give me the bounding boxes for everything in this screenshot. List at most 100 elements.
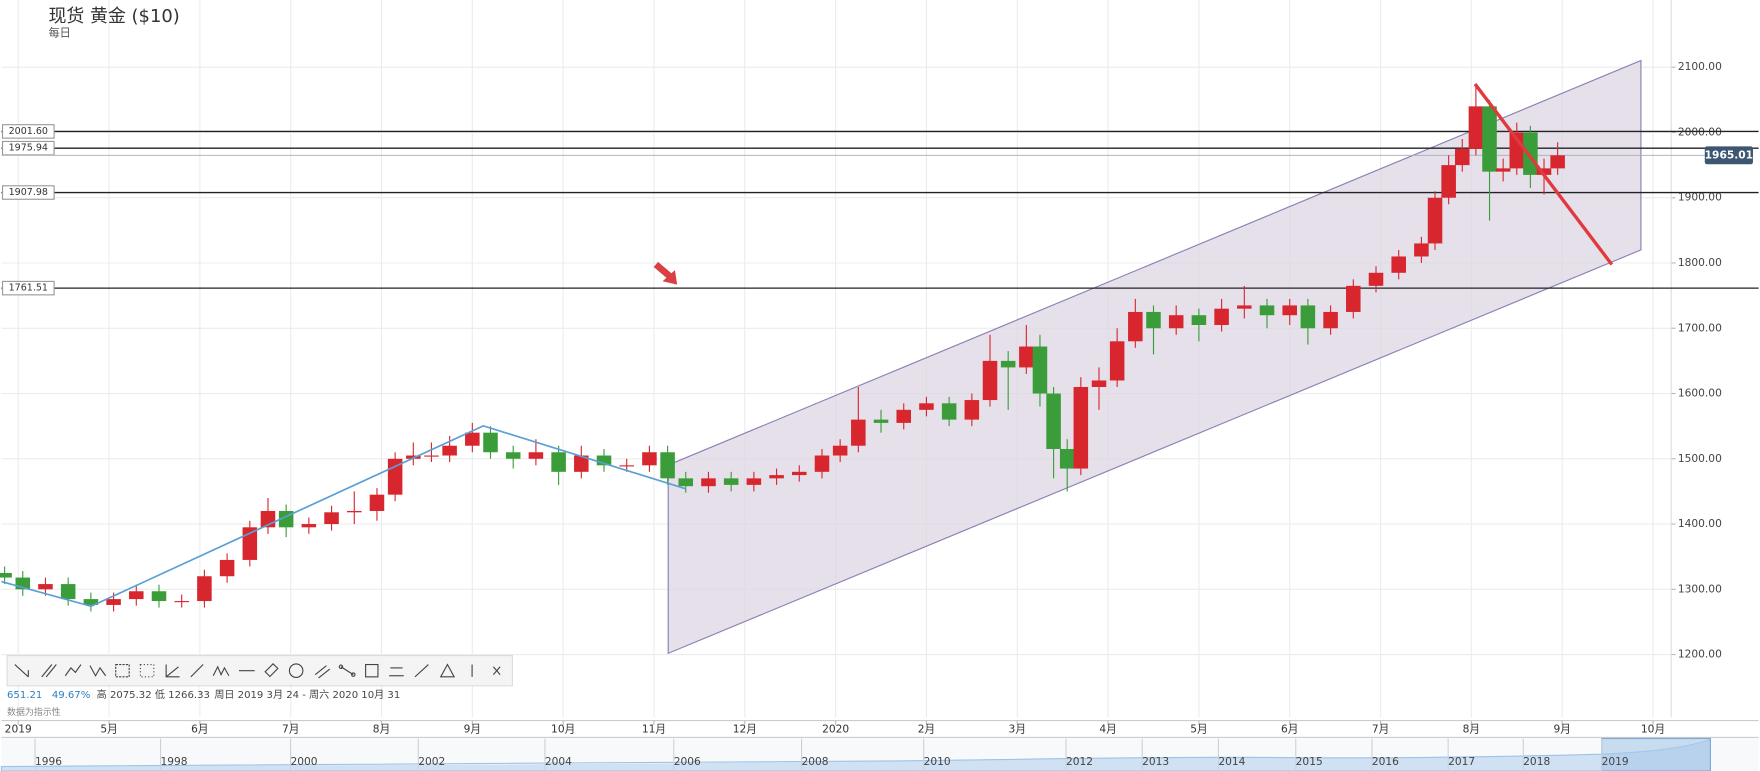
tool-wave[interactable] [89,665,107,677]
navigator: 1996 1998 2000 2002 2004 2006 2008 2010 2012 2013… [0,737,1759,771]
tool-segment[interactable] [338,664,356,677]
tool-arrow[interactable] [14,664,29,678]
navigator-window[interactable] [1601,737,1711,771]
level-label: 2001.60 [9,126,48,137]
x-tick-label: 2019 [5,723,32,736]
level-label-bg [1,185,55,200]
candle-body [1000,360,1016,368]
navigator-year: 2016 [1372,755,1399,768]
data-note: 数据为指示性 [7,706,61,718]
candle-body [505,452,521,459]
candle-body [1482,106,1497,172]
tool-fib-ext[interactable] [139,663,155,678]
interval: 每日 [48,26,70,40]
x-tick-label: 5月 [1190,723,1207,736]
candle-body [1368,272,1384,286]
x-tick-label: 9月 [1553,723,1570,736]
x-tick-label: 10月 [1641,723,1665,736]
candle-body [1282,305,1297,316]
candle-body [129,591,144,600]
tool-fan[interactable] [165,664,180,678]
navigator-year: 2012 [1066,755,1093,768]
candle-body [1146,311,1161,329]
candle-body [1346,285,1361,312]
candle-body [642,452,657,466]
candle-body [832,445,848,456]
y-tick-label: 1200.00 [1678,648,1722,661]
candle-body [851,419,866,446]
candle-body [1259,305,1275,316]
trendline [1473,83,1614,266]
date-range: 周日 2019 3月 24 - 周六 2020 10月 31 [214,689,400,701]
x-tick-label: 7月 [282,723,299,736]
arrow-marker [653,261,678,285]
candle-body [1441,165,1456,198]
candle-body [151,591,167,602]
candle-body [964,400,980,420]
levels: 2001.60 1975.94 1907.98 1761.51 1965.01 [1,124,1759,296]
tool-polyline[interactable] [64,664,82,677]
candle-body [792,471,807,476]
candles [0,83,1565,612]
y-tick-label: 1700.00 [1678,321,1722,334]
candle-body [106,599,121,605]
candle-body [982,360,998,401]
candle-body [619,465,634,467]
candle-body [1455,148,1470,166]
navigator-year: 2014 [1218,755,1245,768]
candle-body [424,455,439,457]
candle-body [1168,315,1184,329]
tool-line[interactable] [414,664,429,678]
tool-parallel[interactable] [41,664,57,678]
candle-body [301,524,317,528]
tool-rect[interactable] [365,663,379,678]
candle-body [38,584,53,590]
y-tick-label: 1600.00 [1678,387,1722,400]
candle-body [1032,346,1048,394]
candle-body [1468,106,1484,149]
tool-fib[interactable] [115,663,130,678]
candle-body [660,452,675,479]
candle-body [1536,168,1552,175]
level-label: 1975.94 [9,143,48,154]
tool-circle[interactable] [288,663,304,678]
period-low: 低 1266.33 [155,688,210,701]
tool-ruler[interactable] [264,663,279,678]
x-tick-label: 5月 [100,723,117,736]
candle-body [596,455,612,466]
tool-angle[interactable] [190,664,204,678]
navigator-year: 2008 [801,755,828,768]
drawing-toolbar [6,655,513,687]
candle-body [346,510,362,513]
trendline [1,424,686,608]
toolbar-close[interactable] [492,666,501,675]
tool-triangle[interactable] [439,663,456,678]
navigator-year: 2015 [1296,755,1323,768]
level-label-bg [1,280,55,296]
x-tick-label: 10月 [551,723,575,736]
x-tick-label: 6月 [191,723,208,736]
candle-body [1323,311,1338,329]
navigator-year: 2002 [418,755,445,768]
tool-channel[interactable] [314,665,331,679]
candle-body [574,455,589,472]
level-label: 1761.51 [9,283,48,294]
candle-body [919,403,934,410]
candle-body [941,403,957,420]
candle-body [242,527,258,560]
tool-pattern[interactable] [212,665,230,677]
x-tick-label: 6月 [1281,723,1298,736]
x-tick-label: 4月 [1099,723,1116,736]
navigator-year: 2004 [545,755,572,768]
candle-body [83,599,99,605]
candle-body [197,576,212,602]
candle-body [174,601,189,603]
candle-body [15,577,31,590]
tool-text[interactable] [389,667,404,677]
candle-body [814,455,830,472]
navigator-years: 1996 1998 2000 2002 2004 2006 2008 2010 2012 2013… [34,738,1629,771]
y-tick-label: 1300.00 [1678,582,1722,595]
candle-body [1391,256,1406,273]
candle-body [746,478,762,485]
